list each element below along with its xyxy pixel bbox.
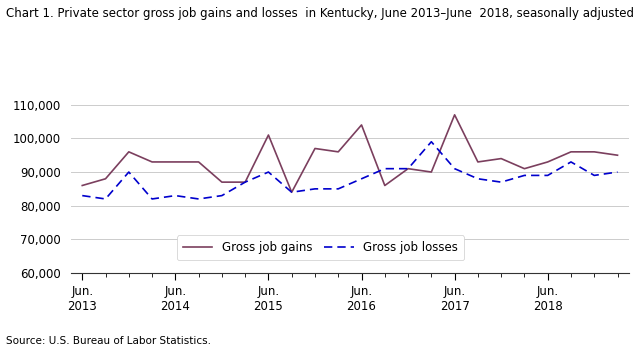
Gross job losses [195,197,202,201]
Gross job gains [334,150,342,154]
Gross job losses [288,190,295,194]
Gross job gains [148,160,156,164]
Gross job losses [218,194,226,198]
Gross job gains [567,150,575,154]
Gross job gains [381,183,388,188]
Gross job gains [241,180,249,184]
Gross job losses [451,167,458,171]
Gross job gains [288,190,295,194]
Gross job gains [591,150,598,154]
Text: Source: U.S. Bureau of Labor Statistics.: Source: U.S. Bureau of Labor Statistics. [6,336,211,346]
Gross job losses [171,194,179,198]
Gross job gains [311,146,319,150]
Gross job losses [334,187,342,191]
Gross job losses [241,180,249,184]
Gross job losses [521,173,528,177]
Line: Gross job gains: Gross job gains [82,115,618,192]
Gross job losses [567,160,575,164]
Gross job losses [101,197,109,201]
Gross job losses [78,194,86,198]
Gross job gains [404,167,412,171]
Gross job gains [544,160,551,164]
Gross job losses [358,177,365,181]
Gross job losses [591,173,598,177]
Gross job losses [544,173,551,177]
Gross job losses [125,170,133,174]
Legend: Gross job gains, Gross job losses: Gross job gains, Gross job losses [177,235,464,260]
Gross job losses [474,177,482,181]
Gross job losses [148,197,156,201]
Gross job losses [311,187,319,191]
Gross job losses [614,170,621,174]
Gross job gains [358,123,365,127]
Text: Chart 1. Private sector gross job gains and losses  in Kentucky, June 2013–June : Chart 1. Private sector gross job gains … [6,7,634,20]
Gross job gains [125,150,133,154]
Gross job gains [101,177,109,181]
Gross job losses [381,167,388,171]
Gross job gains [195,160,202,164]
Gross job losses [498,180,505,184]
Gross job gains [521,167,528,171]
Gross job losses [428,140,435,144]
Gross job gains [171,160,179,164]
Gross job gains [78,183,86,188]
Gross job gains [451,113,458,117]
Gross job gains [218,180,226,184]
Gross job gains [474,160,482,164]
Gross job losses [404,167,412,171]
Gross job gains [265,133,272,137]
Gross job gains [614,153,621,157]
Gross job gains [498,156,505,161]
Gross job gains [428,170,435,174]
Gross job losses [265,170,272,174]
Line: Gross job losses: Gross job losses [82,142,618,199]
